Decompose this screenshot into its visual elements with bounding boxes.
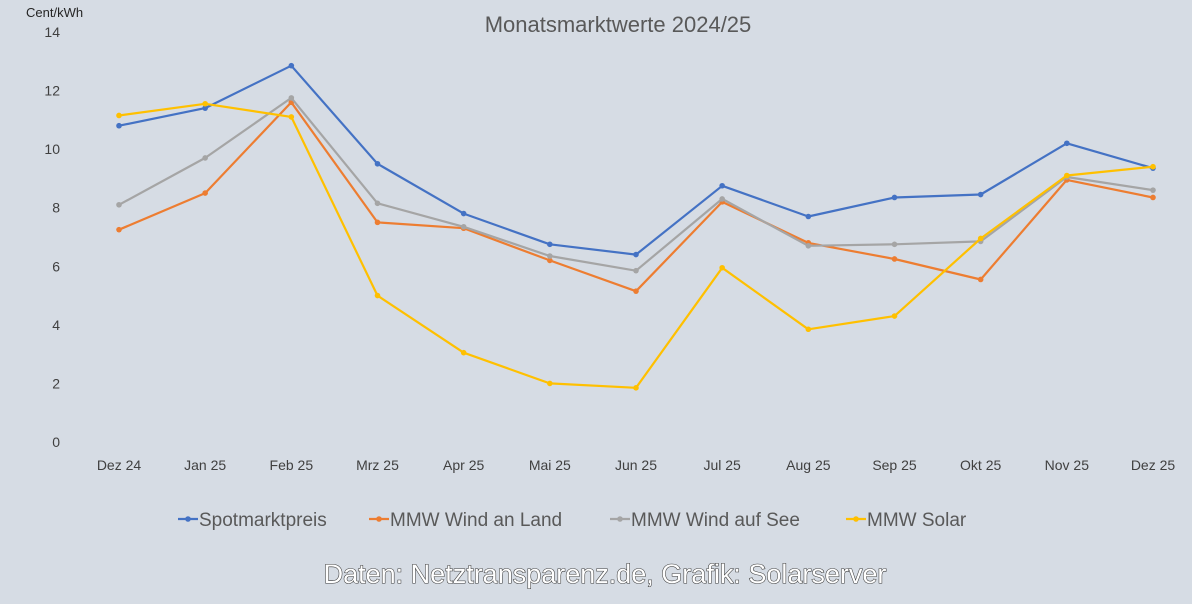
data-point (891, 194, 898, 201)
legend-dot-marker (617, 516, 623, 522)
data-point (460, 223, 467, 230)
x-tick-label: Sep 25 (872, 457, 917, 473)
x-tick-label: Mai 25 (529, 457, 571, 473)
data-point (977, 235, 984, 242)
y-axis-unit: Cent/kWh (26, 5, 83, 20)
data-point (719, 196, 725, 202)
x-tick-label: Nov 25 (1045, 457, 1090, 473)
x-tick-label: Apr 25 (443, 457, 484, 473)
source-credit: Daten: Netztransparenz.de, Grafik: Solar… (324, 559, 887, 589)
series-lines (116, 62, 1156, 391)
legend-dot-marker (376, 516, 382, 522)
data-point (891, 241, 898, 248)
legend: Spotmarktpreis MMW Wind an Land MMW Wind a… (178, 510, 967, 531)
data-point (1150, 163, 1156, 170)
legend-dot-marker (853, 516, 859, 522)
y-tick-label: 12 (44, 83, 60, 99)
data-point (374, 292, 381, 299)
x-tick-label: Feb 25 (270, 457, 314, 473)
data-point (547, 253, 553, 259)
series-line (118, 102, 1154, 389)
x-tick-label: Aug 25 (786, 457, 831, 473)
data-point (977, 276, 984, 283)
data-point (547, 257, 553, 264)
x-tick-label: Dez 24 (97, 457, 142, 473)
legend-item: Spotmarktpreis (178, 510, 327, 531)
y-tick-label: 14 (44, 24, 60, 40)
data-point (977, 191, 984, 198)
data-point (1150, 187, 1156, 193)
data-point (805, 213, 812, 220)
data-point (805, 242, 812, 249)
legend-dot-marker (185, 516, 191, 522)
y-tick-label: 4 (52, 317, 60, 333)
data-point (202, 105, 208, 111)
y-tick-label: 6 (52, 258, 60, 274)
data-point (116, 201, 122, 208)
data-point (633, 267, 639, 274)
legend-label: MMW Wind auf See (631, 510, 800, 531)
chart-title: Monatsmarktwerte 2024/25 (485, 12, 752, 37)
data-point (1150, 194, 1156, 201)
data-point (116, 112, 122, 119)
data-point (288, 95, 295, 101)
y-tick-label: 8 (52, 200, 60, 216)
legend-item: MMW Wind auf See (610, 510, 800, 531)
y-tick-label: 10 (44, 141, 60, 157)
data-point (116, 122, 122, 129)
legend-label: Spotmarktpreis (199, 510, 327, 531)
series-2 (116, 99, 1156, 294)
data-point (719, 264, 725, 271)
legend-label: MMW Wind an Land (390, 510, 562, 531)
data-point (288, 62, 295, 69)
data-point (1064, 140, 1070, 147)
data-point (633, 385, 639, 391)
data-point (633, 288, 639, 294)
legend-label: MMW Solar (867, 510, 967, 531)
data-point (374, 200, 381, 207)
x-tick-label: Dez 25 (1131, 457, 1176, 473)
x-tick-label: Mrz 25 (356, 457, 399, 473)
data-point (116, 226, 122, 233)
data-point (719, 182, 725, 189)
data-point (891, 256, 898, 262)
legend-item: MMW Wind an Land (369, 510, 562, 531)
data-point (288, 114, 295, 120)
data-point (374, 160, 381, 167)
data-point (891, 313, 898, 319)
x-tick-label: Jan 25 (184, 457, 226, 473)
y-axis-ticks: 0 2 4 6 8 10 12 14 (44, 24, 60, 450)
y-tick-label: 0 (52, 434, 60, 450)
data-point (633, 251, 639, 258)
x-tick-label: Jun 25 (615, 457, 657, 473)
legend-item: MMW Solar (846, 510, 967, 531)
data-point (547, 380, 553, 387)
data-point (374, 219, 381, 226)
data-point (202, 100, 208, 107)
data-point (202, 190, 208, 196)
y-tick-label: 2 (52, 375, 60, 391)
series-1 (116, 62, 1156, 258)
series-line (118, 101, 1154, 293)
x-axis-ticks: Dez 24 Jan 25 Feb 25 Mrz 25 Apr 25 Mai 25 Jun … (97, 457, 1176, 473)
data-point (202, 155, 208, 161)
data-point (805, 326, 812, 333)
x-tick-label: Okt 25 (960, 457, 1001, 473)
data-point (1064, 172, 1070, 179)
x-tick-label: Jul 25 (703, 457, 741, 473)
data-point (460, 210, 467, 217)
series-4 (116, 100, 1156, 391)
data-point (547, 241, 553, 248)
data-point (460, 349, 467, 356)
series-3 (116, 95, 1156, 274)
